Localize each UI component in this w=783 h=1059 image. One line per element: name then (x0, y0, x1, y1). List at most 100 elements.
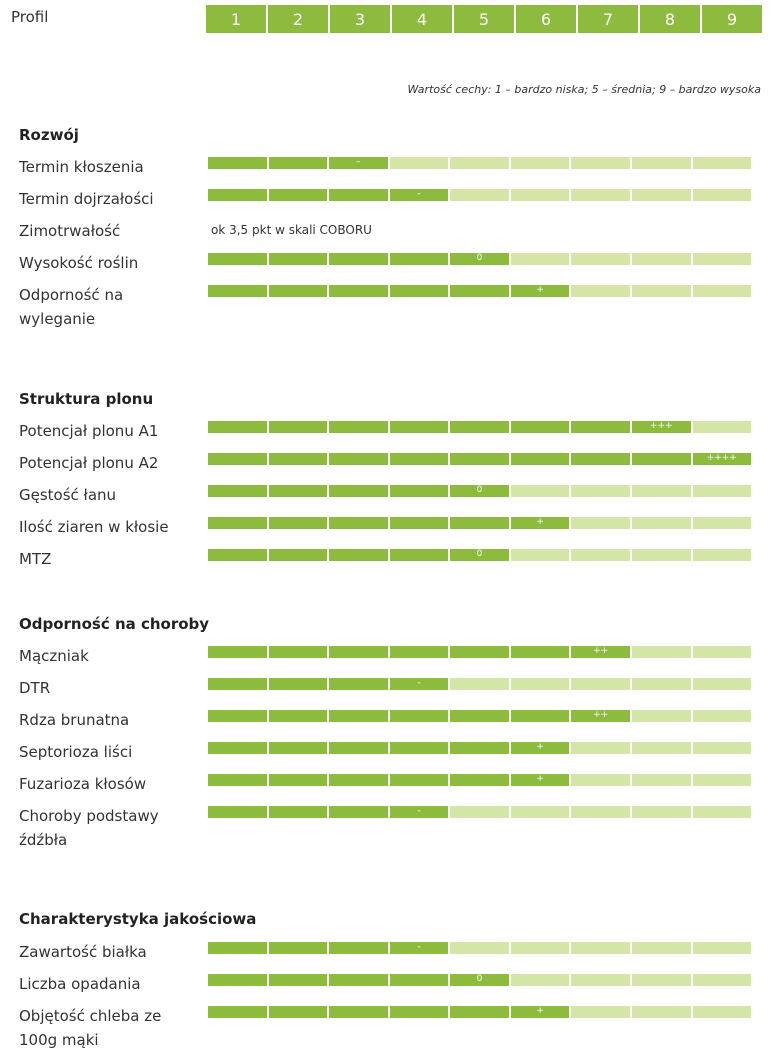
bar-segment-empty (692, 710, 752, 722)
bar-segment-filled (268, 1006, 328, 1018)
value-mark: – (356, 157, 361, 167)
bar-segment-empty (389, 157, 449, 169)
bar-segment-filled (329, 1006, 388, 1018)
bar-segment-empty (692, 1006, 752, 1018)
bar-segment-filled: 0 (450, 974, 509, 986)
bar-segment-filled: 0 (450, 549, 509, 561)
bar-segment-filled (208, 517, 267, 529)
scale-cell-6: 6 (516, 5, 576, 33)
trait-bar: 0 (208, 974, 752, 986)
bar-segment-empty (571, 806, 630, 818)
bar-segment-filled: + (510, 742, 570, 754)
bar-segment-filled (208, 678, 267, 690)
bar-segment-empty (631, 710, 691, 722)
bar-segment-filled (268, 189, 328, 201)
trait-bar: +++ (208, 421, 752, 433)
scale-legend: Wartość cechy: 1 – bardzo niska; 5 – śre… (407, 83, 761, 96)
bar-segment-empty (510, 485, 570, 497)
bar-segment-filled (389, 517, 449, 529)
trait-label: Mączniak (19, 647, 89, 665)
bar-segment-filled (450, 646, 509, 658)
scale-cell-5: 5 (454, 5, 514, 33)
scale-cell-9: 9 (702, 5, 762, 33)
trait-label: Termin kłoszenia (19, 158, 144, 176)
bar-segment-empty (510, 549, 570, 561)
bar-segment-filled (631, 453, 691, 465)
bar-segment-filled: + (510, 1006, 570, 1018)
bar-segment-empty (631, 285, 691, 297)
bar-segment-filled (268, 421, 328, 433)
bar-segment-filled (208, 157, 267, 169)
bar-segment-empty (692, 253, 752, 265)
bar-segment-empty (692, 774, 752, 786)
trait-label: Septorioza liści (19, 743, 133, 761)
trait-label: MTZ (19, 550, 52, 568)
trait-label: Odporność na wyleganie (19, 286, 124, 328)
bar-segment-filled (208, 974, 267, 986)
scale-cell-4: 4 (392, 5, 452, 33)
bar-segment-filled: +++ (631, 421, 691, 433)
bar-segment-empty (571, 517, 630, 529)
trait-label: Gęstość łanu (19, 486, 117, 504)
bar-segment-empty (631, 485, 691, 497)
bar-segment-empty (631, 549, 691, 561)
trait-bar: ++ (208, 710, 752, 722)
bar-segment-empty (571, 549, 630, 561)
trait-bar: ++ (208, 646, 752, 658)
trait-label: Ilość ziaren w kłosie (19, 518, 169, 536)
bar-segment-filled: ++ (571, 646, 630, 658)
bar-segment-filled (208, 646, 267, 658)
trait-bar: ++++ (208, 453, 752, 465)
scale-cell-2: 2 (268, 5, 328, 33)
bar-segment-filled: - (389, 806, 449, 818)
bar-segment-filled (268, 485, 328, 497)
bar-segment-empty (631, 189, 691, 201)
bar-segment-filled (450, 421, 509, 433)
trait-bar: + (208, 742, 752, 754)
trait-label: DTR (19, 679, 51, 697)
section-title: Charakterystyka jakościowa (19, 910, 257, 928)
bar-segment-filled (208, 710, 267, 722)
scale-cell-7: 7 (578, 5, 638, 33)
bar-segment-empty (571, 189, 630, 201)
value-mark: 0 (476, 485, 483, 495)
bar-segment-filled (510, 421, 570, 433)
bar-segment-filled (208, 285, 267, 297)
bar-segment-filled (268, 157, 328, 169)
bar-segment-filled (510, 710, 570, 722)
bar-segment-filled (208, 774, 267, 786)
bar-segment-empty (510, 942, 570, 954)
bar-segment-filled (571, 453, 630, 465)
value-mark: + (536, 517, 544, 527)
value-mark: + (536, 285, 544, 295)
bar-segment-empty (571, 485, 630, 497)
bar-segment-filled (510, 646, 570, 658)
bar-segment-empty (571, 974, 630, 986)
profile-title: Profil (11, 8, 49, 26)
bar-segment-filled (329, 774, 388, 786)
bar-segment-empty (631, 646, 691, 658)
trait-label: Zawartość białka (19, 943, 147, 961)
bar-segment-filled (208, 453, 267, 465)
value-mark: - (417, 678, 421, 688)
value-mark: 0 (476, 253, 483, 263)
value-mark: + (536, 742, 544, 752)
bar-segment-filled (450, 517, 509, 529)
scale-cell-8: 8 (640, 5, 700, 33)
bar-segment-empty (692, 189, 752, 201)
bar-segment-filled (389, 974, 449, 986)
bar-segment-filled (268, 549, 328, 561)
bar-segment-empty (450, 678, 509, 690)
scale-cell-3: 3 (330, 5, 390, 33)
trait-label: Rdza brunatna (19, 711, 130, 729)
value-mark: - (417, 806, 421, 816)
bar-segment-filled (389, 285, 449, 297)
section-title: Struktura plonu (19, 390, 154, 408)
bar-segment-filled: - (389, 189, 449, 201)
value-mark: + (536, 1006, 544, 1016)
bar-segment-filled (329, 646, 388, 658)
bar-segment-empty (631, 1006, 691, 1018)
bar-segment-filled (208, 549, 267, 561)
bar-segment-empty (571, 157, 630, 169)
bar-segment-empty (692, 157, 752, 169)
